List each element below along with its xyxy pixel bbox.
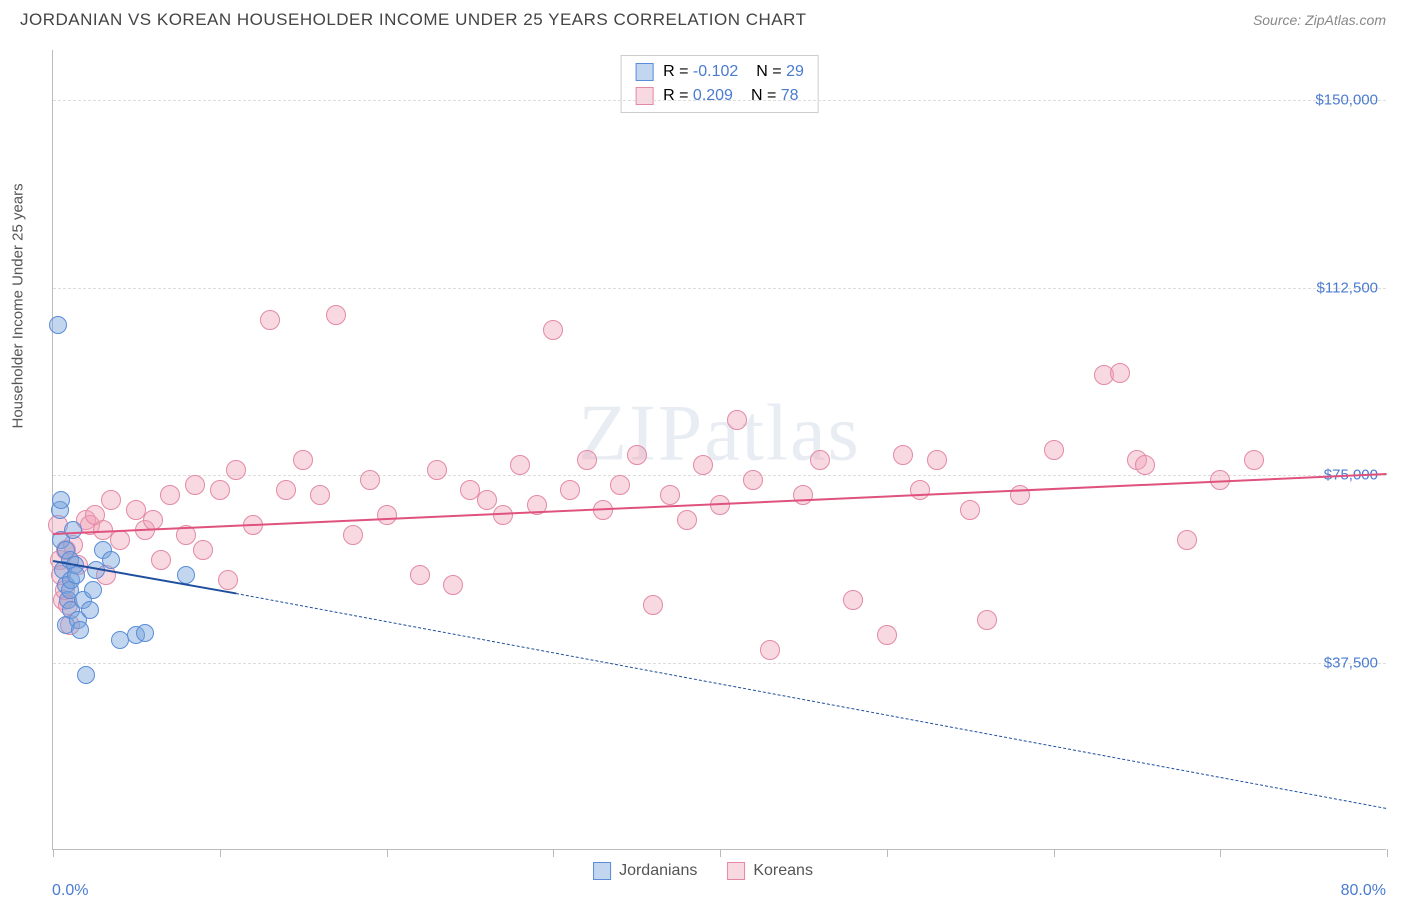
- scatter-chart: ZIPatlas R = -0.102 N = 29 R = 0.209 N =…: [52, 50, 1386, 850]
- data-point-koreans: [810, 450, 830, 470]
- data-point-koreans: [477, 490, 497, 510]
- data-point-koreans: [443, 575, 463, 595]
- stats-legend: R = -0.102 N = 29 R = 0.209 N = 78: [620, 55, 819, 113]
- x-tick: [387, 849, 388, 857]
- data-point-jordanians: [49, 316, 67, 334]
- data-point-koreans: [326, 305, 346, 325]
- series-legend: Jordanians Koreans: [593, 862, 813, 880]
- data-point-jordanians: [136, 624, 154, 642]
- data-point-koreans: [260, 310, 280, 330]
- data-point-koreans: [510, 455, 530, 475]
- series1-name: Jordanians: [619, 862, 697, 880]
- gridline: [53, 288, 1386, 289]
- data-point-koreans: [610, 475, 630, 495]
- x-tick: [1220, 849, 1221, 857]
- data-point-koreans: [627, 445, 647, 465]
- data-point-koreans: [1244, 450, 1264, 470]
- data-point-koreans: [677, 510, 697, 530]
- y-tick-label: $150,000: [1315, 92, 1378, 109]
- data-point-koreans: [160, 485, 180, 505]
- data-point-koreans: [360, 470, 380, 490]
- gridline: [53, 100, 1386, 101]
- data-point-koreans: [877, 625, 897, 645]
- data-point-koreans: [960, 500, 980, 520]
- x-tick: [553, 849, 554, 857]
- data-point-koreans: [218, 570, 238, 590]
- data-point-koreans: [1044, 440, 1064, 460]
- y-tick-label: $37,500: [1324, 654, 1378, 671]
- data-point-koreans: [310, 485, 330, 505]
- x-min-label: 0.0%: [52, 882, 88, 900]
- data-point-koreans: [927, 450, 947, 470]
- data-point-koreans: [743, 470, 763, 490]
- data-point-koreans: [226, 460, 246, 480]
- x-tick: [220, 849, 221, 857]
- data-point-koreans: [143, 510, 163, 530]
- data-point-koreans: [293, 450, 313, 470]
- data-point-koreans: [543, 320, 563, 340]
- x-tick: [1387, 849, 1388, 857]
- data-point-jordanians: [64, 521, 82, 539]
- y-axis-label: Householder Income Under 25 years: [10, 183, 27, 428]
- data-point-koreans: [276, 480, 296, 500]
- data-point-koreans: [577, 450, 597, 470]
- y-tick-label: $112,500: [1317, 279, 1378, 296]
- data-point-jordanians: [77, 666, 95, 684]
- trend-line-extrapolated: [236, 593, 1387, 809]
- data-point-koreans: [693, 455, 713, 475]
- data-point-koreans: [843, 590, 863, 610]
- data-point-koreans: [1110, 363, 1130, 383]
- source-label: Source: ZipAtlas.com: [1253, 12, 1386, 28]
- data-point-koreans: [793, 485, 813, 505]
- data-point-koreans: [1135, 455, 1155, 475]
- data-point-koreans: [110, 530, 130, 550]
- data-point-koreans: [185, 475, 205, 495]
- data-point-jordanians: [81, 601, 99, 619]
- data-point-koreans: [1177, 530, 1197, 550]
- data-point-koreans: [410, 565, 430, 585]
- data-point-koreans: [151, 550, 171, 570]
- x-tick: [1054, 849, 1055, 857]
- data-point-koreans: [343, 525, 363, 545]
- swatch-series2-bottom: [727, 862, 745, 880]
- data-point-koreans: [977, 610, 997, 630]
- data-point-koreans: [193, 540, 213, 560]
- x-tick: [887, 849, 888, 857]
- trend-line: [53, 473, 1387, 535]
- chart-title: JORDANIAN VS KOREAN HOUSEHOLDER INCOME U…: [20, 10, 806, 30]
- stats-row-2: R = 0.209 N = 78: [635, 84, 804, 108]
- swatch-series2: [635, 87, 653, 105]
- x-max-label: 80.0%: [1341, 882, 1386, 900]
- data-point-jordanians: [111, 631, 129, 649]
- data-point-koreans: [210, 480, 230, 500]
- swatch-series1: [635, 63, 653, 81]
- data-point-koreans: [427, 460, 447, 480]
- data-point-jordanians: [177, 566, 195, 584]
- data-point-koreans: [727, 410, 747, 430]
- data-point-koreans: [910, 480, 930, 500]
- stats-row-1: R = -0.102 N = 29: [635, 60, 804, 84]
- data-point-koreans: [377, 505, 397, 525]
- data-point-koreans: [760, 640, 780, 660]
- gridline: [53, 475, 1386, 476]
- swatch-series1-bottom: [593, 862, 611, 880]
- data-point-koreans: [1010, 485, 1030, 505]
- data-point-koreans: [643, 595, 663, 615]
- data-point-jordanians: [102, 551, 120, 569]
- x-tick: [53, 849, 54, 857]
- data-point-jordanians: [52, 491, 70, 509]
- data-point-koreans: [560, 480, 580, 500]
- data-point-jordanians: [84, 581, 102, 599]
- data-point-jordanians: [71, 621, 89, 639]
- data-point-koreans: [893, 445, 913, 465]
- gridline: [53, 663, 1386, 664]
- data-point-koreans: [660, 485, 680, 505]
- series2-name: Koreans: [753, 862, 813, 880]
- data-point-jordanians: [67, 566, 85, 584]
- data-point-koreans: [101, 490, 121, 510]
- x-tick: [720, 849, 721, 857]
